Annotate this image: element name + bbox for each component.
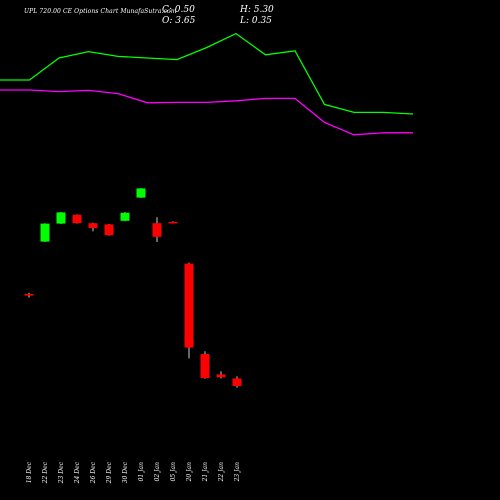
x-tick-label: 22 Jan [218,462,225,483]
x-tick-label: 30 Dec [122,461,129,483]
candle [168,221,178,224]
candle-body [184,263,194,348]
candle [136,188,146,198]
x-tick-label: 05 Jan [170,462,177,482]
x-tick-label: 23 Jan [234,462,241,483]
x-tick-label: 24 Dec [74,461,81,484]
candle [24,292,34,298]
candle-body [104,224,114,236]
indicator-lines [0,32,414,136]
upper-indicator-line [0,32,414,115]
chart-title: UPL 720.00 CE Options Chart MunafaSutra.… [24,8,177,15]
x-tick-label: 22 Dec [42,461,49,484]
candle [200,351,210,379]
candle [72,214,82,224]
x-tick-label: 01 Jan [138,462,145,482]
candle [232,376,242,388]
candle-body [136,188,146,198]
candle [120,212,130,222]
candle-body [200,354,210,378]
x-axis-labels: 18 Dec 22 Dec 23 Dec 24 Dec 26 Dec 29 Dec 30 D… [26,461,241,484]
candle-body [152,223,162,237]
x-tick-label: 23 Dec [58,461,65,484]
candle [216,371,226,379]
candle-body [216,374,226,378]
x-tick-label: 26 Dec [90,461,97,484]
candle-body [168,222,178,224]
x-tick-label: 18 Dec [26,461,33,483]
x-tick-label: 02 Jan [154,462,161,482]
x-tick-label: 29 Dec [106,461,113,484]
candle-body [72,214,82,224]
candle [56,212,66,224]
candle [40,223,50,242]
candle-body [88,223,98,228]
candle-body [24,294,34,296]
lower-indicator-line [0,89,413,136]
candle-body [40,223,50,242]
candlesticks [24,188,242,388]
low-value: L: 0.35 [240,16,272,26]
close-value: C: 0.50 [162,5,195,15]
candle-body [120,212,130,221]
candle [184,262,194,359]
candle [104,224,114,236]
candle [88,222,98,232]
candle-body [56,212,66,224]
open-value: O: 3.65 [162,16,196,26]
high-value: H: 5.30 [240,5,274,15]
x-tick-label: 21 Jan [202,462,209,483]
candle [152,217,162,242]
candle-body [232,378,242,386]
x-tick-label: 20 Jan [186,462,193,483]
